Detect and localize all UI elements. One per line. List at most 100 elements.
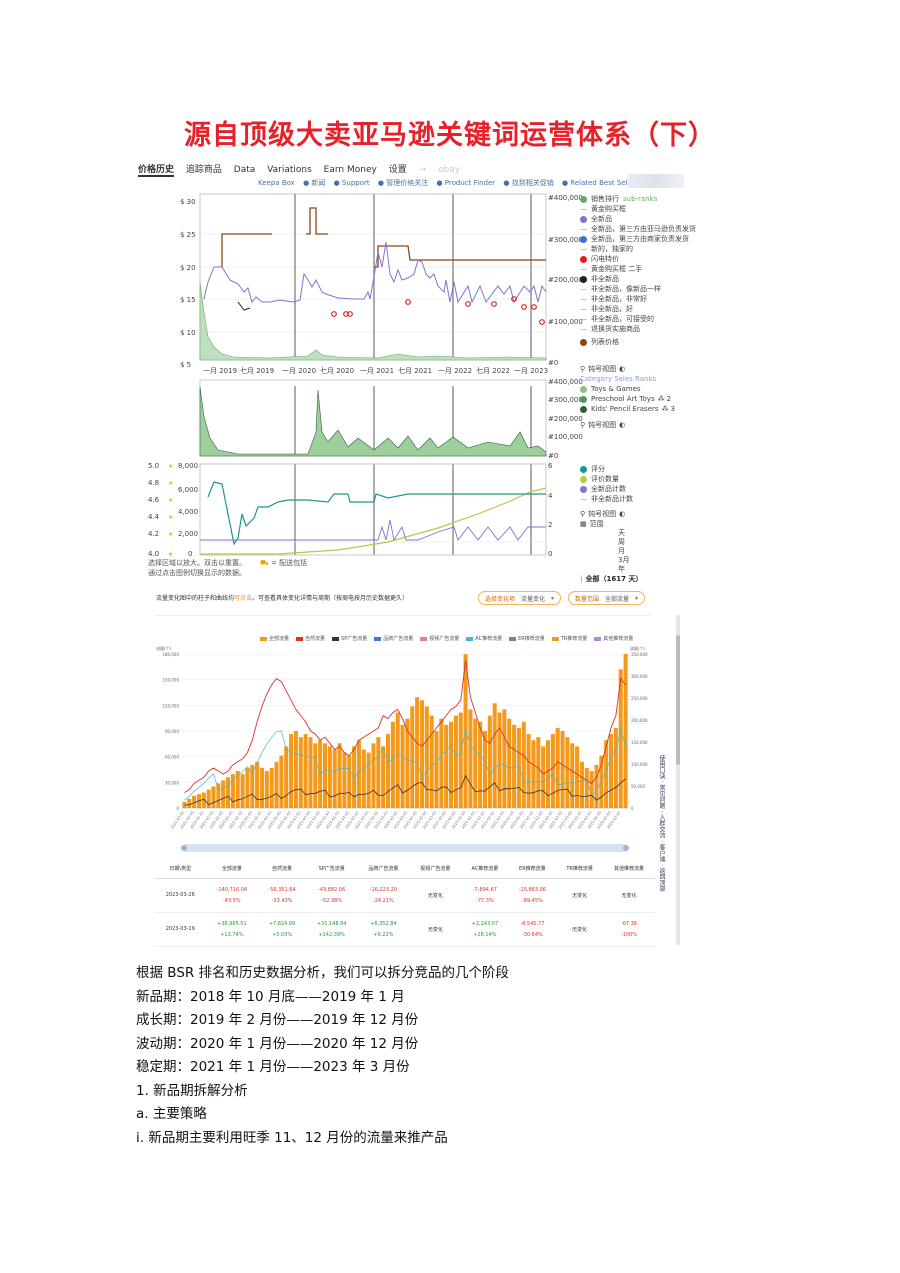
range-3month[interactable]: 3月 xyxy=(618,556,630,564)
legend-item-toys[interactable]: Toys & Games xyxy=(580,384,675,394)
range-day[interactable]: 天 xyxy=(618,529,625,537)
legend-item[interactable]: — 非全新品，非常好 xyxy=(580,295,647,303)
new-offer-count-line xyxy=(200,519,546,542)
svg-text:#100,000: #100,000 xyxy=(548,318,583,326)
traffic-legend-item[interactable]: 品牌广告流量 xyxy=(374,635,413,642)
change-cell: +38,965.51 +13.74% xyxy=(205,912,259,947)
traffic-bar xyxy=(381,746,386,808)
link-find-deals[interactable]: ● 找到相关促销 xyxy=(503,179,554,187)
intro-line: 根据 BSR 排名和历史数据分析，我们可以拆分竞品的几个阶段 xyxy=(136,965,510,981)
svg-text:★: ★ xyxy=(168,497,173,504)
tab-data[interactable]: Data xyxy=(233,165,256,175)
traffic-legend-item[interactable]: AC推荐流量 xyxy=(466,635,502,642)
tab-ebay[interactable]: ebay xyxy=(438,165,461,175)
link-related-best-sellers[interactable]: ● Related Best Sellers xyxy=(561,179,641,187)
svg-text:4.8: 4.8 xyxy=(148,479,159,487)
change-type-select[interactable]: 选择变化项 流量变化 ▾ xyxy=(478,591,562,605)
legend-item[interactable]: — 黄金购买框 二手 xyxy=(580,265,643,273)
toggle-icon[interactable]: ◐ xyxy=(619,510,626,518)
legend-item-review-count[interactable]: 评价数量 xyxy=(580,474,642,484)
legend-item[interactable]: 销售排行 sub-ranks xyxy=(580,194,696,204)
tab-tracked-products[interactable]: 追踪商品 xyxy=(185,165,222,175)
traffic-legend-item[interactable]: ER推荐流量 xyxy=(509,635,545,642)
range-year[interactable]: 年 xyxy=(618,565,625,573)
tab-price-history[interactable]: 价格历史 xyxy=(138,162,175,177)
traffic-chart[interactable]: 180,000 150,000 120,000 90,000 60,000 30,000 0… xyxy=(150,640,680,910)
traffic-bar xyxy=(487,715,492,808)
legend-item[interactable]: — 非全新品，好 xyxy=(580,305,633,313)
link-news[interactable]: ● 新闻 xyxy=(303,179,326,187)
sp-traffic-line xyxy=(184,774,626,806)
svg-text:七月 2021: 七月 2021 xyxy=(398,366,432,375)
legend-item[interactable]: — 全新品，第三方由亚马逊负责发货 xyxy=(580,225,696,233)
traffic-legend-item[interactable]: 其他推荐流量 xyxy=(594,635,633,642)
floating-sidebar[interactable]: 使用口诀 · 常见问题 · 入群交流 · 客户端 · 返回顶部 xyxy=(658,755,665,892)
change-cell: +6,352.84 +9.22% xyxy=(357,912,410,947)
toggle-icon[interactable]: ◐ xyxy=(619,365,626,373)
legend-item[interactable]: 全新品 xyxy=(580,214,696,224)
legend-item[interactable]: 全新品，第三方由商家负责发货 xyxy=(580,234,696,244)
range-week[interactable]: 周 xyxy=(618,538,625,546)
rank-axis-labels: #400,000 #300,000 #200,000 #100,000 #0 xyxy=(548,194,583,367)
legend-item[interactable]: — 黄金购买框 xyxy=(580,205,626,213)
legend-item-new-offers[interactable]: 全新品计数 xyxy=(580,484,642,494)
legend-item-rating[interactable]: 评分 xyxy=(580,464,642,474)
traffic-bar xyxy=(361,749,366,808)
rating-line xyxy=(207,481,546,546)
traffic-legend-item[interactable]: 全部流量 xyxy=(260,635,289,642)
traffic-legend-item[interactable]: SP广告流量 xyxy=(332,635,367,642)
legend-item[interactable]: — 非全新品，像新品一样 xyxy=(580,285,661,293)
svg-text:#0: #0 xyxy=(548,359,558,367)
link-price-watch[interactable]: ● 管理价格关注 xyxy=(377,179,429,187)
left-tick-label: 0 xyxy=(176,806,179,811)
svg-text:4,000: 4,000 xyxy=(178,508,198,516)
link-product-finder[interactable]: ● Product Finder xyxy=(436,179,496,187)
legend-item[interactable]: — 新的，独家的 xyxy=(580,245,633,253)
legend-item-erasers[interactable]: Kids' Pencil Erasers ⁂ 3 xyxy=(580,404,675,414)
keepa-charts[interactable]: $ 30 $ 25 $ 20 $ 15 $ 10 $ 5 #400,000 #3… xyxy=(138,162,686,582)
legend-swatch xyxy=(374,636,382,641)
rating-view-toggle[interactable]: 钝号视图 xyxy=(588,510,617,518)
svg-text:一月 2022: 一月 2022 xyxy=(438,367,472,375)
svg-text:2: 2 xyxy=(548,521,552,529)
legend-item[interactable]: — 非全新品，可接受的 xyxy=(580,315,654,323)
change-cell: -140,716.04 -43.5% xyxy=(205,878,259,913)
left-tick-label: 120,000 xyxy=(162,703,179,708)
traffic-bar xyxy=(269,767,274,808)
legend-item[interactable]: 闪电特价 xyxy=(580,254,696,264)
traffic-bar xyxy=(594,764,599,808)
legend-swatch xyxy=(420,636,428,641)
traffic-bar xyxy=(579,761,584,808)
page-scrollbar[interactable] xyxy=(676,615,680,945)
traffic-legend-item[interactable]: 视频广告流量 xyxy=(420,635,459,642)
rank-view-toggle[interactable]: 钝号视图 xyxy=(588,365,617,373)
toggle-icon[interactable]: ◐ xyxy=(619,421,626,429)
traffic-range-select[interactable]: 数量范围 全部流量 ▾ xyxy=(568,591,646,605)
traffic-legend-item[interactable]: 自然流量 xyxy=(296,635,325,642)
stage-growth: 成长期：2019 年 2 月份——2019 年 12 月份 xyxy=(136,1012,419,1028)
svg-text:★: ★ xyxy=(168,514,173,521)
svg-text:6,000: 6,000 xyxy=(178,486,198,494)
tab-earn-money[interactable]: Earn Money xyxy=(323,165,377,175)
traffic-bar xyxy=(589,771,594,808)
traffic-bar xyxy=(400,724,405,808)
traffic-legend-item[interactable]: TR推荐流量 xyxy=(551,635,587,642)
legend-item[interactable]: 非全新品 xyxy=(580,274,696,284)
traffic-bar xyxy=(250,764,255,808)
svg-text:★: ★ xyxy=(168,463,173,470)
tab-settings[interactable]: 设置 xyxy=(388,165,407,175)
legend-item-used-offers[interactable]: — 非全新品计数 xyxy=(580,495,633,503)
link-support[interactable]: ● Support xyxy=(333,179,370,187)
legend-swatch xyxy=(594,636,602,641)
range-all[interactable]: | 全部（1617 天） xyxy=(580,575,643,583)
legend-item[interactable]: 列表价格 xyxy=(580,337,696,347)
range-month[interactable]: 月 xyxy=(618,547,625,555)
legend-item[interactable]: — 退换货实施商品 xyxy=(580,325,640,333)
link-keepa-box[interactable]: Keepa Box xyxy=(258,179,295,187)
tab-variations[interactable]: Variations xyxy=(267,165,312,175)
legend-item-preschool[interactable]: Preschool Art Toys ⁂ 2 xyxy=(580,394,675,404)
rank-view-toggle-2[interactable]: 钝号视图 xyxy=(588,421,617,429)
count-axis-labels: 8,000 6,000 4,000 2,000 0 xyxy=(178,462,198,558)
change-cell: 无变化 xyxy=(602,878,655,913)
right-tick-label: 150,000 xyxy=(631,740,648,745)
